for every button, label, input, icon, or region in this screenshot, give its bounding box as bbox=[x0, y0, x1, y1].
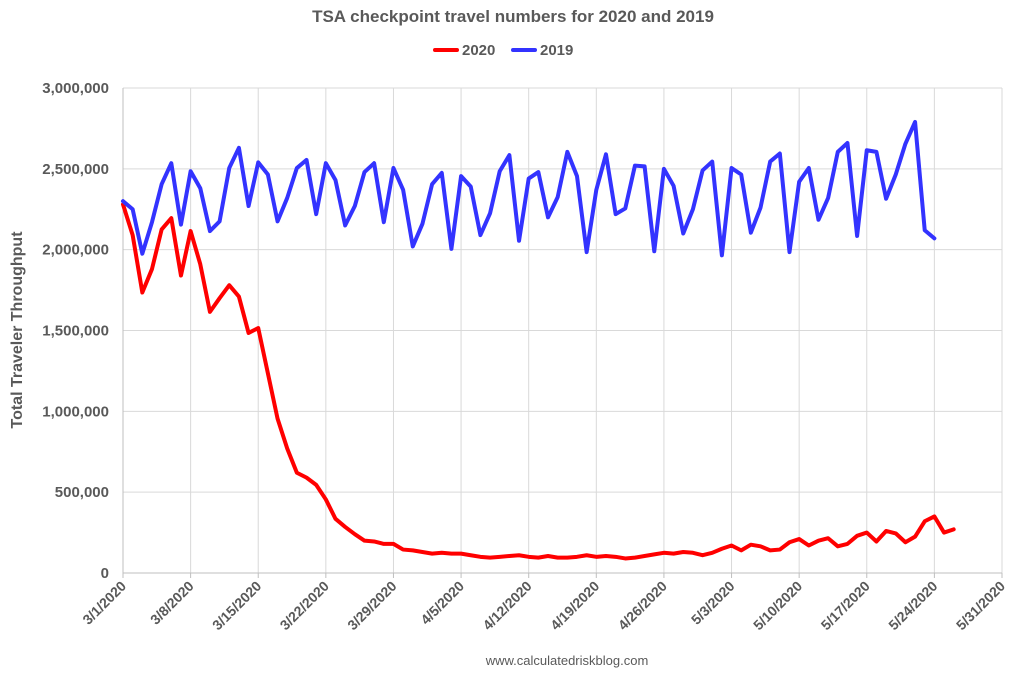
series-line-2020 bbox=[121, 202, 956, 561]
legend: 2020 2019 bbox=[433, 42, 573, 59]
source-credit: www.calculatedriskblog.com bbox=[485, 653, 649, 668]
x-tick-label: 4/5/2020 bbox=[417, 578, 467, 628]
x-tick-label: 4/19/2020 bbox=[547, 578, 603, 634]
y-tick-label: 2,500,000 bbox=[42, 161, 109, 178]
x-tick-label: 5/31/2020 bbox=[953, 578, 1009, 634]
x-tick-label: 5/10/2020 bbox=[750, 578, 806, 634]
y-tick-label: 1,500,000 bbox=[42, 323, 109, 340]
x-axis-ticks: 3/1/2020 3/8/2020 3/15/2020 3/22/2020 3/29/2… bbox=[79, 578, 1008, 634]
legend-label-2019: 2019 bbox=[540, 42, 573, 59]
x-tick-label: 3/29/2020 bbox=[344, 578, 400, 634]
y-tick-label: 500,000 bbox=[55, 484, 109, 501]
chart-title: TSA checkpoint travel numbers for 2020 a… bbox=[312, 7, 714, 26]
x-tick-label: 3/8/2020 bbox=[147, 578, 197, 628]
x-tick-label: 3/1/2020 bbox=[79, 578, 129, 628]
x-tick-label: 5/3/2020 bbox=[688, 578, 738, 628]
series-lines bbox=[121, 119, 956, 561]
y-tick-label: 2,000,000 bbox=[42, 242, 109, 259]
y-tick-label: 0 bbox=[101, 565, 109, 582]
y-tick-label: 3,000,000 bbox=[42, 80, 109, 97]
series-line-2019 bbox=[121, 119, 937, 258]
y-axis-ticks: 0 500,000 1,000,000 1,500,000 2,000,000 2,500… bbox=[42, 80, 109, 582]
x-tick-label: 5/24/2020 bbox=[885, 578, 941, 634]
legend-label-2020: 2020 bbox=[462, 42, 495, 59]
x-tick-label: 5/17/2020 bbox=[818, 578, 874, 634]
x-tick-label: 4/26/2020 bbox=[615, 578, 671, 634]
y-tick-label: 1,000,000 bbox=[42, 403, 109, 420]
x-tick-label: 3/22/2020 bbox=[277, 578, 333, 634]
x-tick-label: 3/15/2020 bbox=[209, 578, 265, 634]
x-tick-label: 4/12/2020 bbox=[479, 578, 535, 634]
axes bbox=[122, 88, 1003, 578]
y-axis-label: Total Traveler Throughput bbox=[9, 231, 26, 429]
